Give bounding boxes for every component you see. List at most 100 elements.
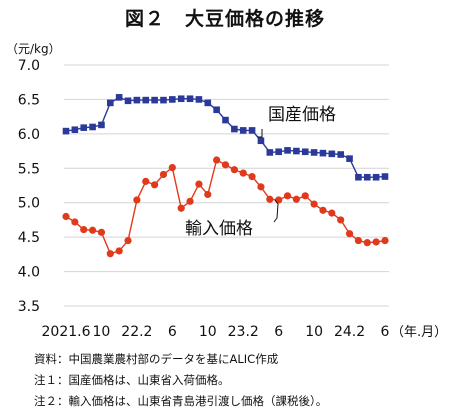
import-price-point: [328, 209, 336, 217]
import-price-point: [372, 238, 380, 246]
import-price-point: [151, 181, 159, 189]
x-tick-label: 10: [199, 324, 217, 340]
import-price-point: [275, 196, 283, 204]
domestic-price-point: [355, 173, 362, 181]
notes: 資料：中国農業農村部のデータを基にALIC作成 注１：国産価格は、山東省入荷価格…: [34, 349, 327, 412]
y-tick-label: 4.5: [18, 230, 40, 246]
import-price-point: [168, 163, 176, 172]
import-price-point: [80, 225, 88, 234]
domestic-price-point: [133, 96, 141, 104]
import-price-point: [133, 196, 141, 204]
note-1: 注１：国産価格は、山東省入荷価格。: [34, 373, 230, 387]
x-tick-labels: 2021.6 10 22.2 6 10 23.2 6 10 24.2 6: [42, 324, 390, 340]
domestic-price-point: [337, 151, 344, 158]
domestic-price-point: [62, 127, 70, 135]
note-2: 注２：輸入価格は、山東省青島港引渡し価格（課税後）。: [34, 394, 328, 408]
import-label-leader: [273, 199, 279, 223]
chart-title: 図２ 大豆価格の推移: [124, 8, 325, 30]
domestic-price-point: [107, 99, 114, 107]
import-price-point: [124, 236, 132, 245]
import-price-point: [310, 200, 318, 208]
import-price-point: [301, 192, 309, 200]
x-tick-label: 23.2: [228, 324, 259, 340]
domestic-price-point: [310, 149, 318, 156]
import-price-point: [177, 204, 185, 212]
y-tick-label: 5.5: [18, 161, 40, 177]
import-series-label: 輸入価格: [185, 219, 253, 239]
import-price-point: [195, 180, 203, 188]
import-price-point: [62, 212, 70, 221]
y-tick-label: 5.0: [18, 196, 40, 212]
domestic-price-point: [248, 127, 256, 134]
domestic-price-point: [284, 147, 291, 154]
import-price-point: [204, 190, 212, 199]
import-price-point: [381, 236, 389, 245]
import-price-point: [363, 239, 371, 247]
series-line-import: [65, 158, 386, 255]
x-tick-label: 6: [168, 324, 177, 340]
domestic-price-point: [213, 106, 220, 114]
import-price-point: [115, 247, 123, 255]
import-price-point: [71, 218, 79, 226]
x-tick-label: 22.2: [121, 324, 152, 340]
series-label-import: 輸入価格: [185, 199, 279, 239]
domestic-price-point: [204, 99, 212, 107]
domestic-price-point: [372, 173, 380, 181]
x-tick-label: 6: [274, 324, 283, 340]
y-tick-labels: 3.5 4.0 4.5 5.0 5.5 6.0 6.5 7.0: [18, 58, 40, 315]
domestic-price-point: [239, 127, 247, 134]
domestic-price-point: [319, 149, 327, 157]
import-price-point: [239, 169, 247, 177]
y-tick-label: 3.5: [18, 299, 40, 315]
domestic-price-point: [381, 173, 389, 180]
series-markers: [62, 94, 389, 258]
domestic-price-point: [142, 96, 150, 104]
import-price-point: [354, 236, 363, 245]
domestic-price-point: [301, 148, 309, 156]
import-price-point: [159, 170, 168, 179]
y-tick-label: 6.5: [18, 92, 40, 108]
domestic-price-point: [266, 149, 274, 156]
domestic-price-point: [363, 173, 371, 181]
domestic-price-point: [222, 116, 229, 124]
import-price-point: [248, 172, 256, 181]
domestic-price-point: [124, 97, 132, 105]
domestic-price-point: [151, 96, 158, 104]
x-tick-label: 24.2: [334, 324, 365, 340]
domestic-price-point: [257, 137, 265, 145]
domestic-price-point: [346, 155, 353, 162]
domestic-price-point: [195, 96, 203, 103]
import-price-point: [213, 156, 221, 164]
import-price-point: [345, 230, 354, 238]
domestic-price-point: [231, 125, 238, 133]
price-chart: 3.54.04.55.05.56.06.57.0 2021.6 10 22.2 6 10…: [18, 58, 447, 340]
domestic-price-point: [115, 94, 123, 101]
x-tick-label: 10: [305, 324, 323, 340]
domestic-price-point: [293, 147, 300, 155]
x-axis-suffix: （年.月）: [391, 325, 447, 340]
domestic-price-point: [275, 148, 282, 156]
y-axis-unit-label: （元/kg）: [6, 42, 61, 56]
domestic-price-point: [160, 96, 167, 104]
y-tick-label: 4.0: [18, 265, 40, 281]
import-price-point: [257, 183, 265, 191]
domestic-label-leader: [257, 129, 263, 138]
import-price-point: [97, 228, 106, 236]
x-tick-label: 10: [93, 324, 111, 340]
domestic-price-point: [169, 96, 176, 103]
y-tick-label: 6.0: [18, 127, 40, 143]
domestic-price-point: [186, 95, 194, 103]
x-tick-label: 2021.6: [42, 324, 91, 340]
import-price-point: [142, 177, 150, 185]
note-source: 資料：中国農業農村部のデータを基にALIC作成: [34, 352, 279, 366]
y-gridlines: [64, 64, 389, 307]
import-price-point: [221, 161, 230, 169]
domestic-series-label: 国産価格: [268, 105, 336, 125]
import-price-point: [283, 192, 292, 200]
domestic-price-point: [71, 126, 79, 134]
domestic-price-point: [80, 124, 88, 131]
import-price-point: [319, 206, 327, 214]
import-price-point: [186, 197, 194, 205]
series-label-domestic: 国産価格: [257, 105, 336, 138]
domestic-price-point: [177, 95, 185, 103]
